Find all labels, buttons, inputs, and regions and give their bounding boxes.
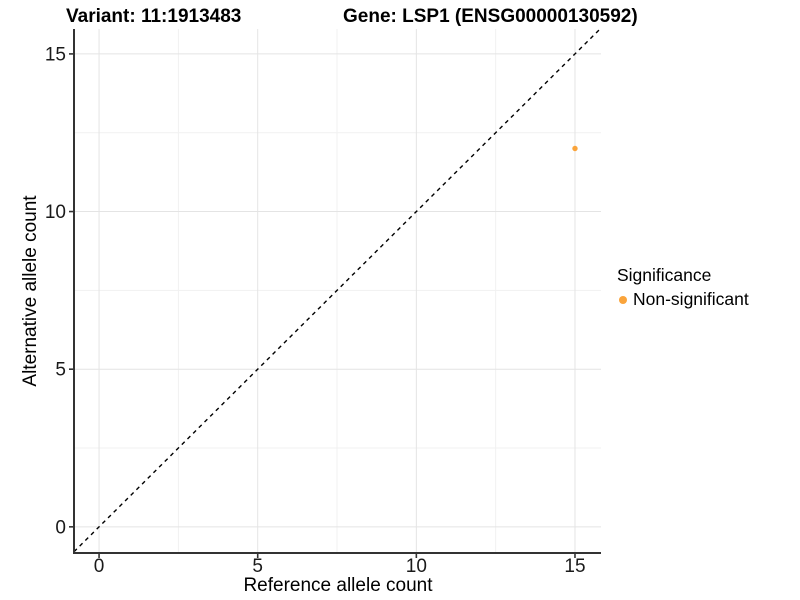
x-tick-label: 0 [94, 556, 105, 577]
identity-line [73, 28, 601, 553]
y-tick-label: 10 [45, 202, 66, 223]
y-tick-label: 5 [55, 360, 66, 381]
plot-title-variant: Variant: 11:1913483 [66, 6, 242, 27]
legend-item-label: Non-significant [633, 289, 749, 309]
plot-title-gene: Gene: LSP1 (ENSG00000130592) [343, 6, 638, 27]
legend-point-icon [619, 295, 627, 304]
x-tick-label: 10 [406, 556, 427, 577]
y-tick-label: 0 [55, 517, 66, 538]
x-axis-title: Reference allele count [243, 575, 433, 596]
legend-title: Significance [617, 265, 712, 285]
x-tick-label: 15 [564, 556, 585, 577]
y-axis-title: Alternative allele count [20, 195, 41, 387]
x-tick-label: 5 [252, 556, 263, 577]
y-tick-label: 15 [45, 44, 66, 65]
legend: Significance Non-significant [615, 265, 749, 310]
legend-item-non-significant: Non-significant [615, 289, 749, 310]
data-point [572, 145, 578, 152]
